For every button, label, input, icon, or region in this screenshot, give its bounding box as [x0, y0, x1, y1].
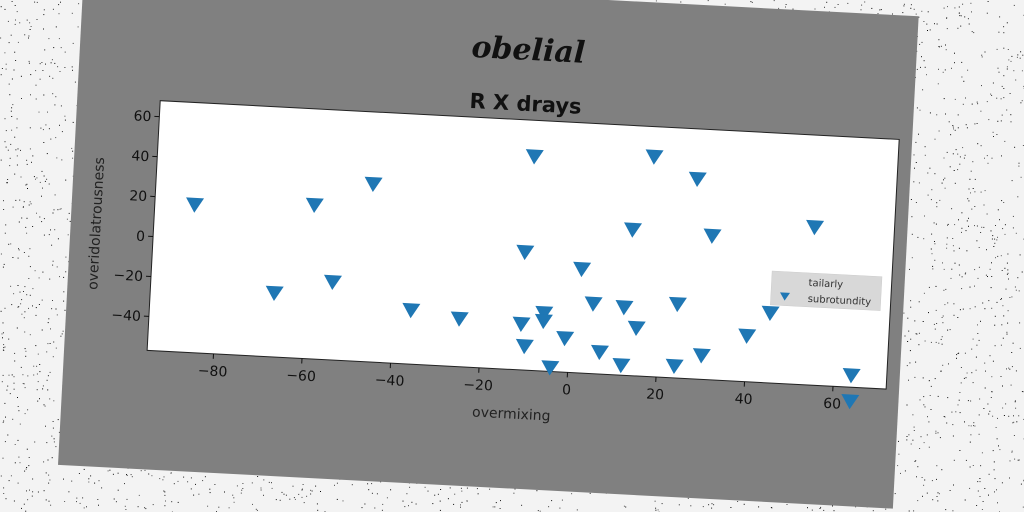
figure-suptitle: obelial: [471, 30, 586, 71]
scatter-point: [842, 368, 861, 384]
y-axis-label: overidolatrousness: [85, 157, 108, 290]
y-tick-label: −20: [113, 267, 143, 285]
legend-box: [770, 270, 883, 311]
scatter-point: [612, 357, 631, 374]
scatter-point: [806, 219, 825, 236]
scatter-point: [645, 149, 664, 165]
scatter-point: [402, 302, 421, 319]
scatter-point: [541, 360, 560, 376]
scatter-point: [450, 311, 469, 327]
scatter-point: [515, 338, 534, 355]
scatter-point: [688, 171, 707, 188]
x-tick-label: 40: [734, 391, 753, 408]
y-axis: −40 −20 0 20 40 60: [111, 108, 160, 325]
scatter-point: [535, 305, 554, 322]
scatter-point: [534, 313, 553, 330]
y-tick-label: 20: [129, 188, 148, 205]
legend-marker-subrotundity: [780, 292, 791, 301]
axes-title: R X drays: [469, 89, 582, 119]
scatter-point: [668, 296, 687, 313]
y-tick-label: 60: [133, 108, 152, 125]
x-tick-label: −60: [286, 368, 316, 386]
legend-label-subrotundity: subrotundity: [807, 294, 871, 308]
scatter-point: [590, 344, 609, 361]
scatter-point: [692, 348, 711, 364]
x-tick-label: −80: [197, 363, 227, 381]
x-tick-label: −40: [374, 372, 404, 390]
scatter-point: [186, 197, 205, 213]
scatter-point: [761, 305, 780, 322]
x-axis: −80 −60 −40 −20 0 20 40 60: [197, 353, 842, 413]
scatter-point: [624, 222, 643, 238]
scatter-point: [265, 285, 284, 302]
scatter-point: [516, 244, 535, 261]
scatter-point: [324, 274, 342, 291]
x-tick-label: 0: [562, 382, 572, 398]
legend: tailarly subrotundity: [770, 270, 883, 311]
scatter-point: [584, 296, 603, 312]
plot-area: [146, 100, 900, 390]
scatter-point: [556, 330, 575, 347]
x-tick-label: 60: [823, 396, 842, 413]
y-tick-label: 0: [136, 229, 146, 245]
scatter-point: [738, 328, 757, 344]
scatter-point: [512, 316, 531, 332]
scatter-point: [305, 197, 324, 214]
scatter-point: [525, 149, 544, 165]
scatter-point: [703, 228, 722, 244]
scatter-point: [665, 358, 684, 375]
legend-label-tailarly: tailarly: [808, 278, 843, 291]
scatter-point: [364, 176, 383, 193]
x-tick-label: −20: [463, 377, 493, 395]
scatter-point: [615, 300, 634, 316]
scatter-point: [573, 261, 592, 278]
y-tick-label: −40: [111, 307, 141, 325]
y-tick-label: 40: [131, 148, 150, 165]
x-tick-label: 20: [646, 387, 665, 404]
scatter-point: [627, 320, 646, 337]
x-axis-label: overmixing: [472, 404, 551, 424]
scatter-point: [841, 393, 860, 410]
scatter-points: [186, 149, 861, 410]
